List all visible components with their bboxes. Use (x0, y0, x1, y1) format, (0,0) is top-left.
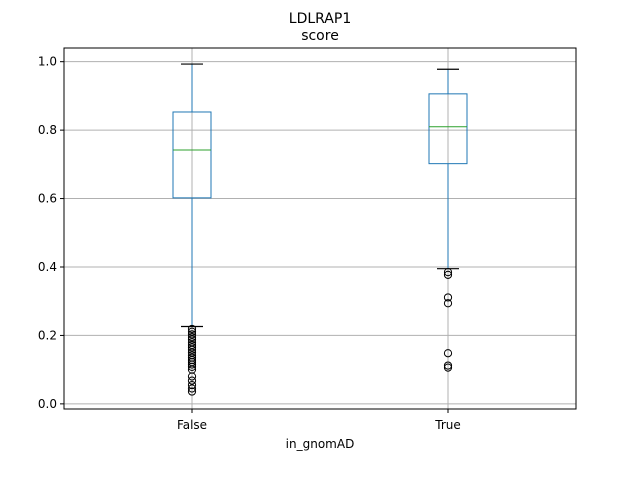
outlier-point (187, 340, 197, 350)
outlier-point (187, 333, 197, 342)
outlier-point (187, 327, 197, 336)
outlier-point (187, 335, 197, 344)
iqr-box (428, 93, 468, 165)
outlier-point (187, 387, 197, 396)
y-tick-label: 0.2 (38, 328, 57, 342)
axes-frame (63, 47, 577, 410)
outlier-point (187, 330, 197, 339)
outlier-point (187, 353, 197, 362)
iqr-box (172, 111, 212, 199)
outlier-point (187, 338, 197, 347)
y-tick-label: 0.8 (38, 123, 57, 137)
outlier-point (187, 351, 197, 360)
box-group-false (172, 63, 212, 396)
outlier-point (187, 324, 197, 334)
outlier-point (443, 363, 453, 372)
outlier-point (443, 361, 453, 370)
box-group-true (428, 68, 468, 372)
outlier-point (443, 268, 453, 277)
y-tick-label: 0.4 (38, 260, 57, 274)
x-axis-label: in_gnomAD (286, 437, 355, 451)
outlier-point (443, 349, 453, 358)
outlier-point (443, 270, 453, 279)
x-tick-label: False (177, 418, 207, 432)
plot-area (172, 63, 468, 396)
y-tick-label: 1.0 (38, 55, 57, 69)
outlier-point (187, 380, 197, 390)
outlier-point (443, 293, 453, 302)
y-tick-label: 0.6 (38, 192, 57, 206)
chart-title: score (301, 28, 339, 44)
outlier-point (187, 376, 197, 385)
y-tick-label: 0.0 (38, 397, 57, 411)
grid-lines (64, 48, 576, 409)
outlier-point (443, 299, 453, 308)
chart-suptitle: LDLRAP1 (289, 11, 351, 27)
outlier-point (187, 384, 197, 393)
x-tick-label: True (434, 418, 461, 432)
axes: 0.0 0.2 0.4 0.6 0.8 1.0 False True (38, 55, 461, 432)
outlier-point (187, 343, 197, 352)
